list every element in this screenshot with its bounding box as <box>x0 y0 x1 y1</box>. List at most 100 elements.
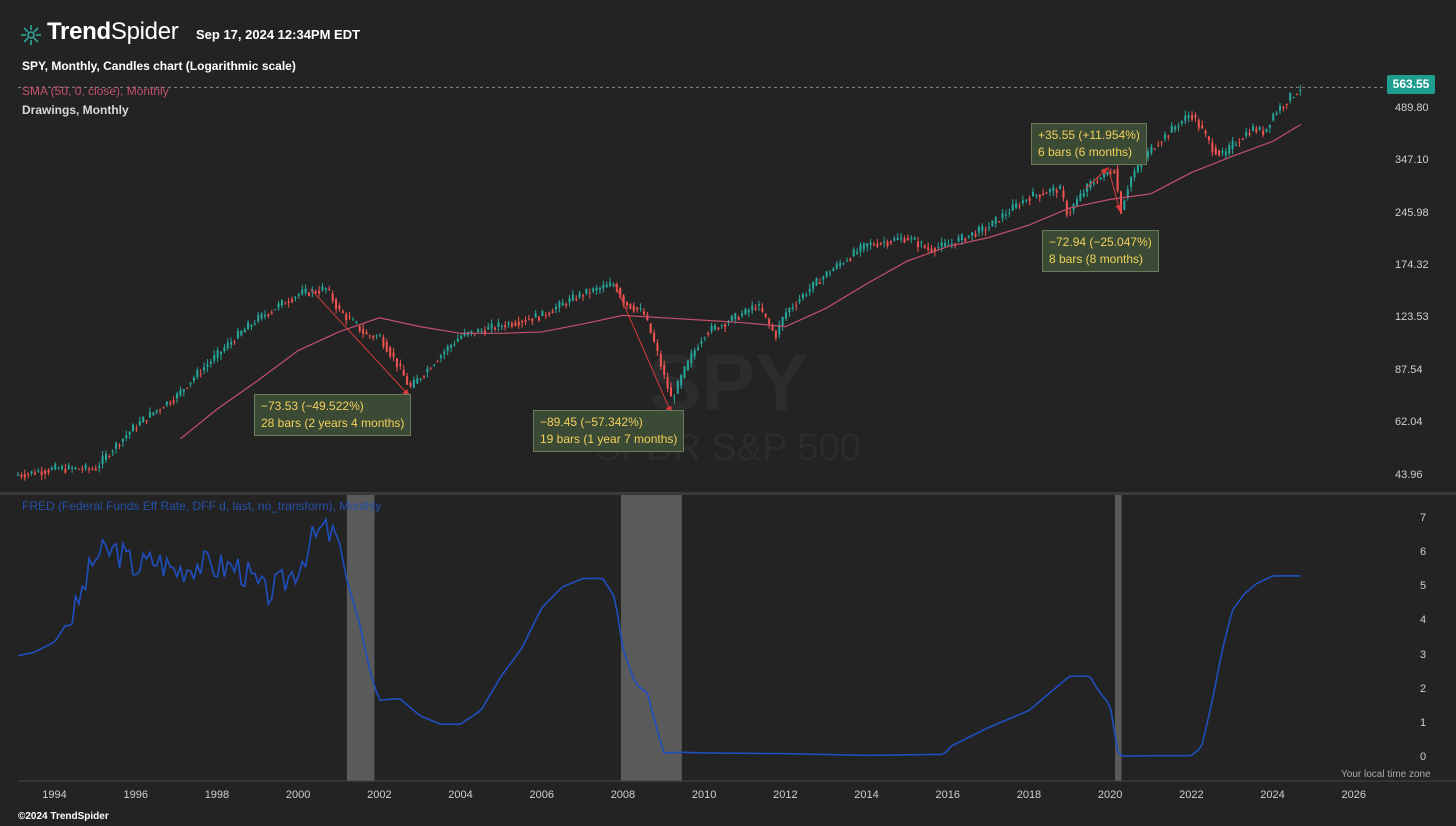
candle-body <box>399 364 402 366</box>
candle-body <box>900 237 903 240</box>
candle-body <box>588 292 591 294</box>
candle-body <box>1262 130 1265 135</box>
recession-shade <box>620 494 682 781</box>
candle-body <box>348 316 351 318</box>
candle-body <box>372 336 375 338</box>
candle-body <box>548 313 551 315</box>
candle-body <box>994 217 997 224</box>
annotation-change: +35.55 (+11.954%) <box>1038 128 1140 142</box>
candle-body <box>940 242 943 247</box>
candle-body <box>1235 144 1238 146</box>
candle-body <box>717 327 720 330</box>
candle-body <box>649 323 652 334</box>
candle-body <box>558 301 561 308</box>
candle-body <box>307 292 310 296</box>
annotation-box[interactable]: −73.53 (−49.522%) 28 bars (2 years 4 mon… <box>254 394 412 436</box>
candle-body <box>747 310 750 313</box>
candle-body <box>81 468 84 470</box>
candle-body <box>923 245 926 248</box>
candle-body <box>808 288 811 292</box>
annotation-bars: 8 bars (8 months) <box>1049 252 1144 266</box>
candle-body <box>1245 132 1248 137</box>
candle-body <box>1099 177 1102 180</box>
chart-grid <box>0 86 1456 782</box>
y-tick-label: 43.96 <box>1395 468 1423 481</box>
candle-body <box>470 330 473 335</box>
candle-body <box>1295 94 1298 96</box>
candle-body <box>947 244 950 246</box>
legend-spy[interactable]: SPY, Monthly, Candles chart (Logarithmic… <box>22 59 296 73</box>
candle-body <box>676 381 679 394</box>
candle-body <box>781 317 784 327</box>
candle-body <box>240 330 243 336</box>
candle-body <box>233 341 236 343</box>
candle-body <box>351 319 354 321</box>
annotation-box[interactable]: −89.45 (−57.342%) 19 bars (1 year 7 mont… <box>533 410 685 452</box>
candle-body <box>605 284 608 288</box>
legend-sma[interactable]: SMA (50, 0, close), Monthly <box>22 84 169 98</box>
candle-body <box>778 324 781 335</box>
candle-body <box>40 471 43 476</box>
candle-body <box>439 355 442 358</box>
candle-body <box>582 295 585 297</box>
candle-body <box>162 407 165 409</box>
candle-body <box>199 373 202 375</box>
candle-body <box>653 332 656 342</box>
candle-body <box>1038 194 1041 198</box>
candle-body <box>304 288 307 294</box>
candle-body <box>328 288 331 290</box>
candle-body <box>791 307 794 309</box>
brand-part-2: Spider <box>110 18 179 45</box>
candle-body <box>392 352 395 357</box>
candle-body <box>544 314 547 316</box>
annotation-box[interactable]: +35.55 (+11.954%) 6 bars (6 months) <box>1031 123 1147 165</box>
candle-body <box>1292 97 1295 99</box>
header: TrendSpider Sep 17, 2024 12:34PM EDT <box>0 0 1456 60</box>
drawing-arrowhead <box>1115 204 1122 213</box>
annotation-box[interactable]: −72.94 (−25.047%) 8 bars (8 months) <box>1042 230 1159 272</box>
candle-body <box>1062 190 1065 198</box>
candle-body <box>362 328 365 334</box>
candle-body <box>1052 187 1055 191</box>
candle-body <box>680 375 683 386</box>
candle-body <box>1011 204 1014 211</box>
candle-body <box>703 337 706 339</box>
x-tick-label: 1996 <box>123 789 148 801</box>
candle-body <box>355 322 358 324</box>
candle-body <box>903 238 906 243</box>
candle-body <box>629 303 632 309</box>
candle-body <box>169 402 172 405</box>
candle-body <box>737 317 740 320</box>
candle-body <box>571 294 574 301</box>
candle-body <box>1241 138 1244 140</box>
legend-fred[interactable]: FRED (Federal Funds Eff Rate, DFF d, las… <box>22 499 382 513</box>
candle-body <box>142 416 145 423</box>
candle-body <box>1275 113 1278 115</box>
x-tick-label: 2020 <box>1097 789 1123 801</box>
candle-body <box>477 329 480 333</box>
candle-body <box>1268 124 1271 128</box>
candle-body <box>1150 146 1153 153</box>
candle-body <box>1153 148 1156 150</box>
candle-body <box>84 464 87 469</box>
candle-body <box>47 470 50 473</box>
candle-body <box>609 282 612 287</box>
candle-body <box>125 435 128 439</box>
candle-body <box>527 319 530 321</box>
y-tick-label: 5 <box>1420 580 1427 593</box>
candle-body <box>981 225 984 232</box>
legend-drawings[interactable]: Drawings, Monthly <box>22 103 129 117</box>
candle-body <box>1278 106 1282 111</box>
candle-body <box>839 263 842 266</box>
candle-body <box>1191 115 1194 120</box>
candle-body <box>1224 151 1227 156</box>
candle-body <box>551 311 554 314</box>
candle-body <box>1106 171 1109 175</box>
candle-body <box>795 305 798 307</box>
candle-body <box>534 313 537 318</box>
candle-body <box>1228 145 1231 154</box>
candle-body <box>741 313 744 316</box>
candle-body <box>1265 128 1268 132</box>
candle-body <box>54 464 57 470</box>
